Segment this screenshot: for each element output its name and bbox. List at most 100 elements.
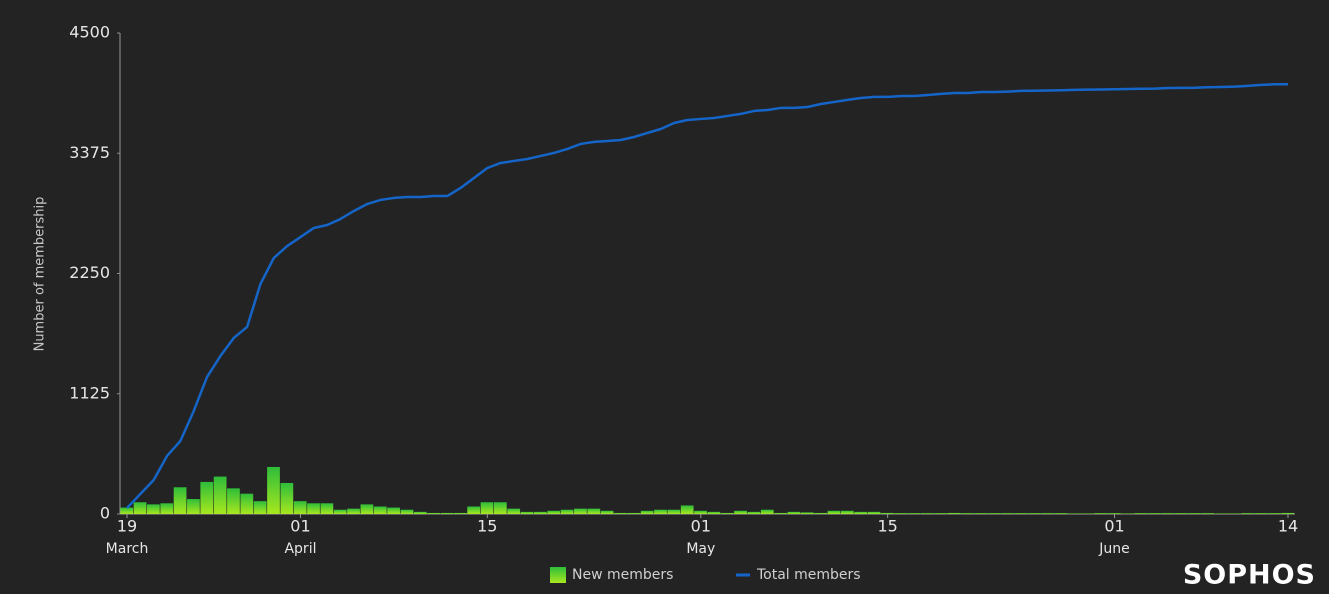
bar (267, 466, 280, 514)
bar (694, 510, 707, 514)
bar (120, 507, 134, 514)
bar (160, 503, 174, 514)
bar (774, 512, 787, 514)
bar (587, 508, 601, 514)
bar (1027, 513, 1041, 514)
bar (854, 511, 868, 514)
bar (1201, 513, 1215, 514)
x-tick-label: 15 (477, 517, 497, 536)
bar (1214, 513, 1228, 514)
bar (894, 513, 908, 514)
bar (1121, 513, 1134, 514)
bar (787, 511, 801, 514)
bar (1054, 513, 1068, 514)
legend-label: Total members (756, 567, 861, 583)
bar (814, 512, 828, 514)
y-tick-label: 2250 (69, 263, 110, 282)
bar (520, 511, 534, 514)
bar (1041, 513, 1054, 514)
bar (373, 506, 387, 514)
bar (240, 493, 254, 514)
bar (921, 513, 934, 514)
bar (907, 513, 921, 514)
bar (934, 513, 948, 514)
bar (293, 501, 307, 514)
bar (147, 504, 160, 514)
bar (1094, 513, 1108, 514)
bar (213, 476, 227, 514)
bar (280, 483, 294, 514)
bar (440, 512, 454, 514)
y-axis-label: Number of membership (33, 197, 48, 352)
bar (227, 488, 240, 514)
x-month-label: June (1098, 541, 1130, 557)
bar (547, 510, 561, 514)
bar (400, 509, 414, 514)
bar (1161, 513, 1174, 514)
bar (880, 512, 894, 514)
line (126, 83, 1288, 509)
x-month-label: May (686, 541, 715, 557)
y-tick-label: 0 (100, 504, 110, 523)
bar (347, 508, 360, 514)
x-tick-label: 15 (877, 517, 897, 536)
bar (800, 512, 814, 514)
x-month-label: April (284, 541, 316, 557)
bar (614, 512, 627, 514)
bar (1014, 513, 1028, 514)
bar (1267, 513, 1281, 514)
bar (640, 510, 654, 514)
bar (467, 506, 481, 514)
bar (333, 509, 347, 514)
legend-swatch (550, 567, 566, 583)
bar (534, 511, 547, 514)
bar (387, 507, 400, 514)
bar (1067, 513, 1081, 514)
y-tick-label: 4500 (69, 23, 110, 42)
bar (1134, 513, 1148, 514)
x-tick-label: 01 (1104, 517, 1124, 536)
bar (720, 512, 734, 514)
bar (627, 512, 641, 514)
bar (600, 510, 614, 514)
bar (947, 512, 961, 514)
bar (667, 509, 681, 514)
bar (1147, 513, 1161, 514)
x-tick-label: 01 (691, 517, 711, 536)
bar (560, 509, 574, 514)
bar (173, 487, 187, 514)
bar (747, 511, 761, 514)
y-tick-label: 1125 (69, 383, 110, 402)
bar (507, 508, 521, 514)
brand-logo: SOPHOS (1183, 560, 1316, 591)
bar (133, 502, 147, 514)
bar (1254, 513, 1268, 514)
bar (574, 508, 587, 514)
bar (493, 502, 507, 514)
bar (867, 511, 881, 514)
bar (1227, 513, 1241, 514)
x-tick-label: 01 (290, 517, 310, 536)
bar (200, 481, 214, 514)
bar (680, 505, 694, 514)
bar (480, 502, 494, 514)
bar (187, 499, 200, 514)
bar (840, 510, 854, 514)
bar (1081, 513, 1094, 514)
bar (413, 511, 427, 514)
x-tick-label: 19 (117, 517, 137, 536)
bar (734, 510, 747, 514)
bar (961, 513, 974, 514)
bar (987, 513, 1001, 514)
bar (453, 512, 467, 514)
bar (760, 509, 774, 514)
legend-label: New members (572, 567, 673, 583)
bar (253, 501, 267, 514)
bar (1241, 513, 1255, 514)
x-month-label: March (106, 541, 149, 557)
bar (1107, 513, 1121, 514)
bar (1001, 513, 1014, 514)
bar (974, 513, 988, 514)
bar (360, 504, 374, 514)
